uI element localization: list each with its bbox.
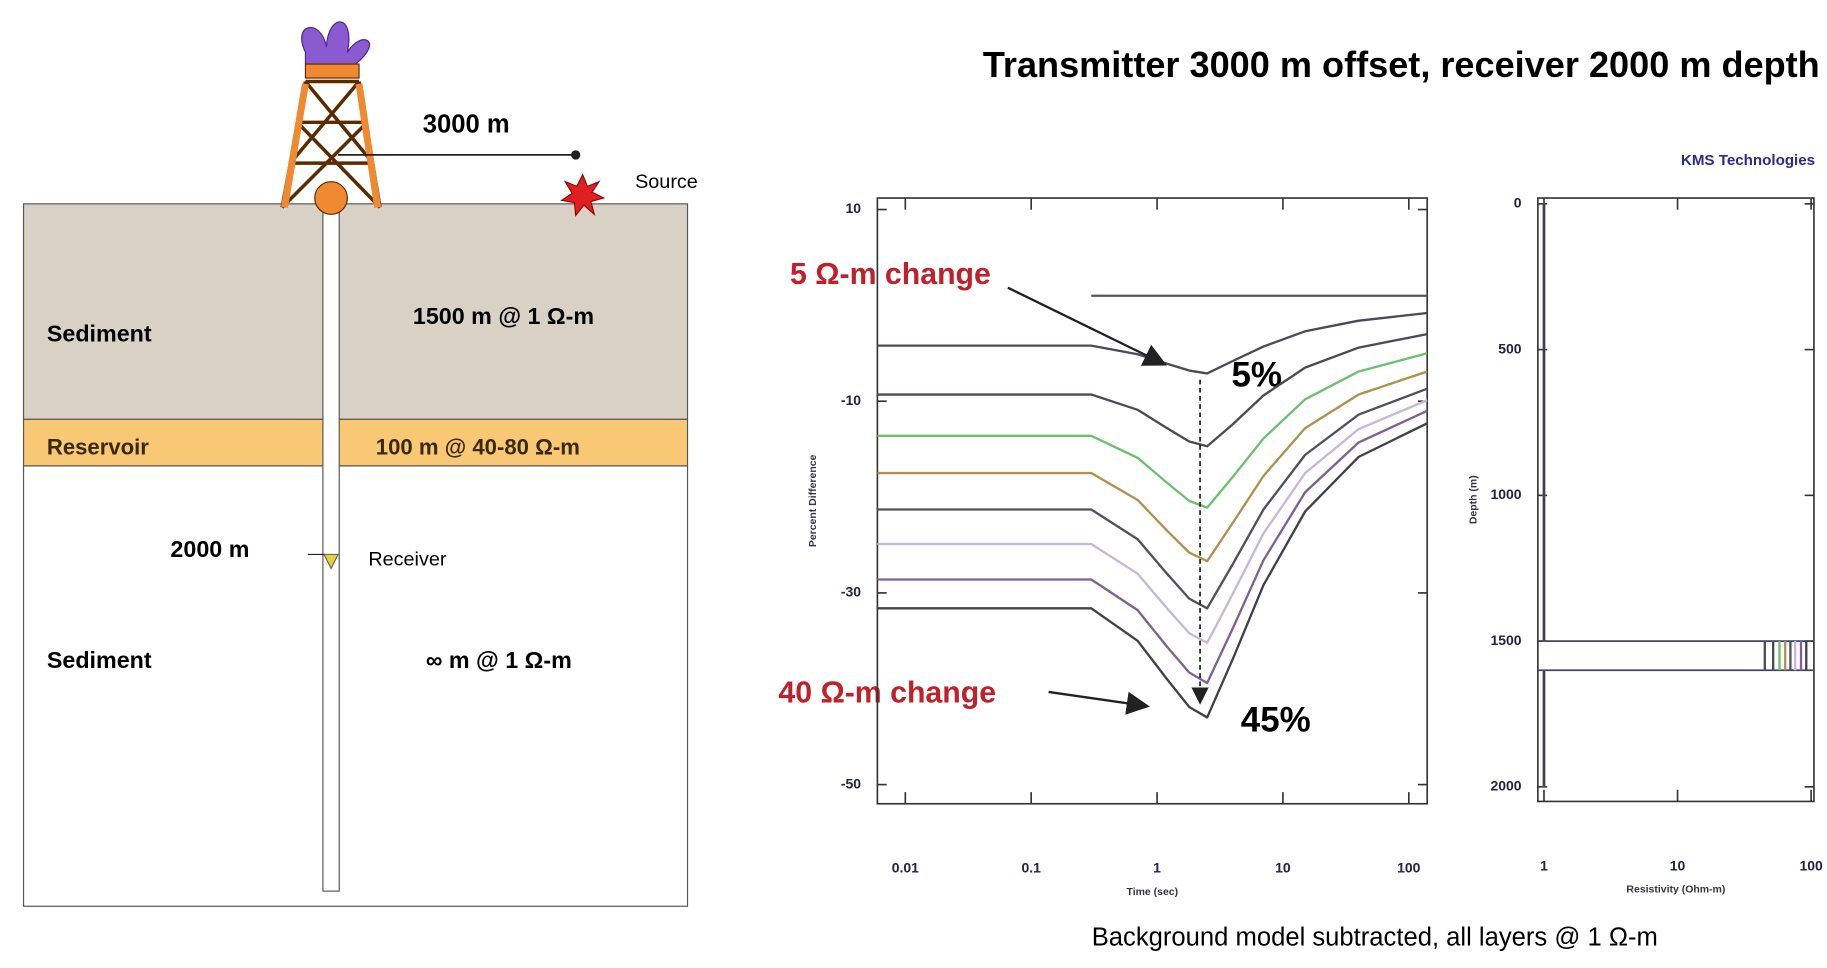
page: 3000 m Source Sediment 1500 m @ 1 Ω-m Re…	[0, 0, 1827, 968]
x-tick-label: 10	[1275, 860, 1291, 876]
layer-desc: ∞ m @ 1 Ω-m	[426, 647, 572, 673]
x-axis-label: Resistivity (Ohm-m)	[1626, 885, 1725, 896]
layer-desc: 1500 m @ 1 Ω-m	[413, 303, 594, 329]
derrick	[282, 22, 380, 214]
layer-name: Sediment	[47, 321, 152, 347]
x-tick-label: 1	[1540, 857, 1548, 873]
x-tick-label: 1	[1153, 860, 1161, 876]
y-tick-label: -30	[841, 584, 861, 600]
x-axis-label: Time (sec)	[1126, 887, 1178, 898]
source-label: Source	[635, 171, 698, 193]
curve	[877, 389, 1427, 609]
y-tick-label: 1500	[1490, 632, 1521, 648]
receiver-depth: 2000 m	[170, 536, 249, 562]
distance-label: 3000 m	[423, 111, 510, 139]
y-tick-label: -10	[841, 392, 861, 408]
x-tick-label: 100	[1397, 860, 1421, 876]
y-axis-label: Percent Difference	[808, 454, 819, 547]
lower-sediment-layer	[24, 466, 688, 906]
annotation-arrow	[1008, 288, 1163, 364]
caption: Background model subtracted, all layers …	[1092, 924, 1658, 952]
annotation: 5 Ω-m change	[790, 258, 991, 291]
annotation: 40 Ω-m change	[778, 676, 996, 709]
y-tick-label: 0	[1514, 195, 1522, 211]
y-axis-label: Depth (m)	[1469, 475, 1480, 524]
well	[323, 210, 339, 891]
y-tick-label: 500	[1498, 340, 1522, 356]
x-tick-label: 0.01	[892, 860, 919, 876]
curve	[877, 423, 1427, 717]
earth-model: 3000 m Source Sediment 1500 m @ 1 Ω-m Re…	[24, 22, 698, 906]
plot-frame	[1538, 198, 1814, 801]
annotation: 45%	[1241, 700, 1311, 739]
curve	[877, 411, 1427, 683]
watermark: KMS Technologies	[1681, 152, 1815, 169]
title: Transmitter 3000 m offset, receiver 2000…	[983, 44, 1820, 85]
receiver-label: Receiver	[368, 549, 447, 571]
curve	[877, 313, 1427, 373]
source-point	[571, 150, 580, 159]
layer-name: Reservoir	[47, 434, 149, 459]
curve	[877, 353, 1427, 507]
layer-name: Sediment	[47, 647, 152, 673]
y-tick-label: -50	[841, 775, 861, 791]
layer-desc: 100 m @ 40-80 Ω-m	[376, 434, 580, 459]
curve	[877, 334, 1427, 446]
y-tick-label: 10	[846, 200, 862, 216]
x-tick-label: 10	[1670, 857, 1686, 873]
y-tick-label: 2000	[1490, 778, 1521, 794]
x-tick-label: 0.1	[1021, 860, 1041, 876]
curve	[877, 371, 1427, 561]
annotation-arrow	[1049, 692, 1146, 706]
y-tick-label: 1000	[1490, 486, 1521, 502]
x-tick-label: 100	[1799, 857, 1823, 873]
